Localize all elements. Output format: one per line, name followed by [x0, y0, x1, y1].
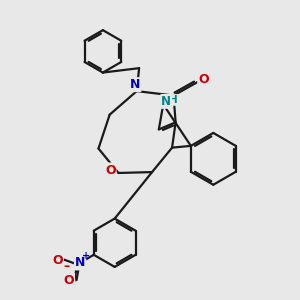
Text: O: O [52, 254, 63, 267]
Text: N: N [161, 95, 171, 108]
Text: O: O [105, 164, 116, 176]
Text: O: O [63, 274, 74, 286]
Text: H: H [169, 95, 178, 105]
Text: +: + [82, 251, 90, 261]
Text: –: – [63, 260, 70, 274]
Text: N: N [130, 78, 140, 91]
Text: N: N [75, 256, 85, 269]
Text: O: O [198, 74, 209, 86]
